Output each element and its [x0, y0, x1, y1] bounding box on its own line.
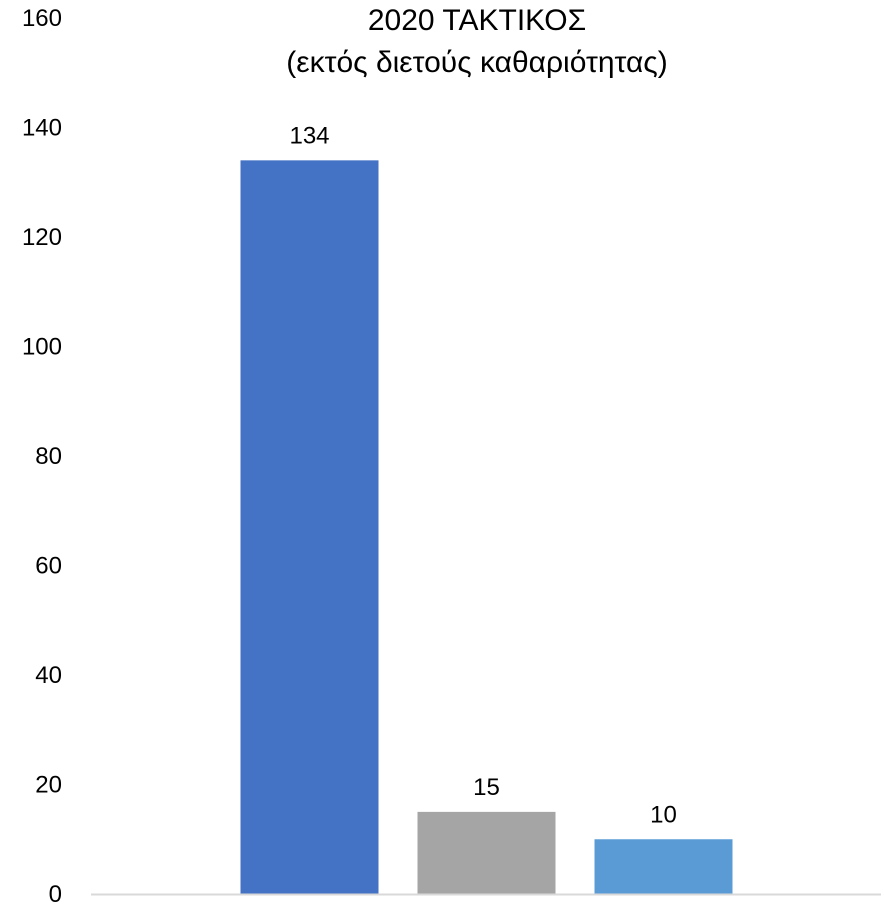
y-tick-label: 80: [35, 443, 62, 470]
y-axis-ticks: 0 20 40 60 80 100 120 140 160: [22, 5, 62, 908]
chart-title: 2020 ΤΑΚΤΙΚΟΣ: [368, 4, 586, 37]
bars: [240, 160, 733, 895]
y-tick-label: 100: [22, 334, 62, 361]
bar-data-label: 10: [650, 801, 677, 828]
y-tick-label: 140: [22, 115, 62, 142]
y-tick-label: 0: [49, 881, 62, 908]
y-tick-label: 120: [22, 224, 62, 251]
bar: [240, 160, 379, 895]
chart-subtitle: (εκτός διετούς καθαριότητας): [286, 46, 668, 79]
bar: [417, 811, 556, 894]
y-tick-label: 40: [35, 662, 62, 689]
y-tick-label: 160: [22, 5, 62, 32]
bar-data-label: 15: [473, 774, 500, 801]
bar: [594, 839, 733, 894]
y-tick-label: 60: [35, 553, 62, 580]
y-tick-label: 20: [35, 772, 62, 799]
data-labels: 134 15 10: [289, 122, 676, 828]
bar-data-label: 134: [289, 122, 329, 149]
